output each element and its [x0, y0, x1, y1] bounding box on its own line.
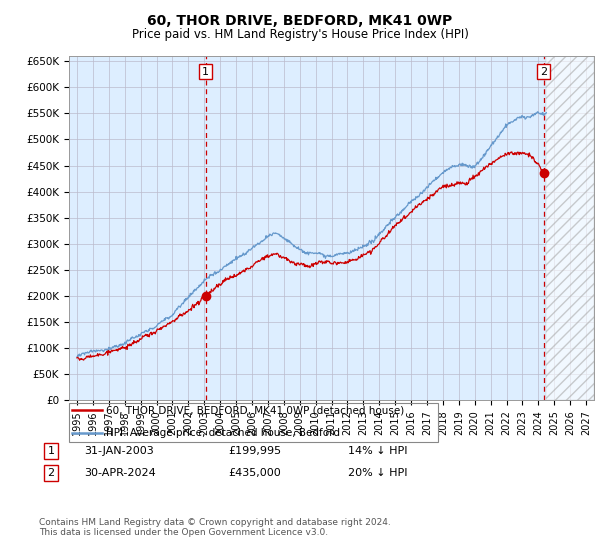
Text: Price paid vs. HM Land Registry's House Price Index (HPI): Price paid vs. HM Land Registry's House … — [131, 28, 469, 41]
Text: £435,000: £435,000 — [228, 468, 281, 478]
Text: 31-JAN-2003: 31-JAN-2003 — [84, 446, 154, 456]
Text: 60, THOR DRIVE, BEDFORD, MK41 0WP (detached house): 60, THOR DRIVE, BEDFORD, MK41 0WP (detac… — [106, 405, 404, 416]
Text: 2: 2 — [540, 67, 547, 77]
Text: HPI: Average price, detached house, Bedford: HPI: Average price, detached house, Bedf… — [106, 428, 340, 438]
Text: 1: 1 — [202, 67, 209, 77]
Text: 30-APR-2024: 30-APR-2024 — [84, 468, 156, 478]
Text: 14% ↓ HPI: 14% ↓ HPI — [348, 446, 407, 456]
Text: £199,995: £199,995 — [228, 446, 281, 456]
Text: Contains HM Land Registry data © Crown copyright and database right 2024.
This d: Contains HM Land Registry data © Crown c… — [39, 518, 391, 538]
Bar — [546, 56, 594, 400]
Text: 60, THOR DRIVE, BEDFORD, MK41 0WP: 60, THOR DRIVE, BEDFORD, MK41 0WP — [148, 14, 452, 28]
Text: 2: 2 — [47, 468, 55, 478]
Text: 20% ↓ HPI: 20% ↓ HPI — [348, 468, 407, 478]
Text: 1: 1 — [47, 446, 55, 456]
